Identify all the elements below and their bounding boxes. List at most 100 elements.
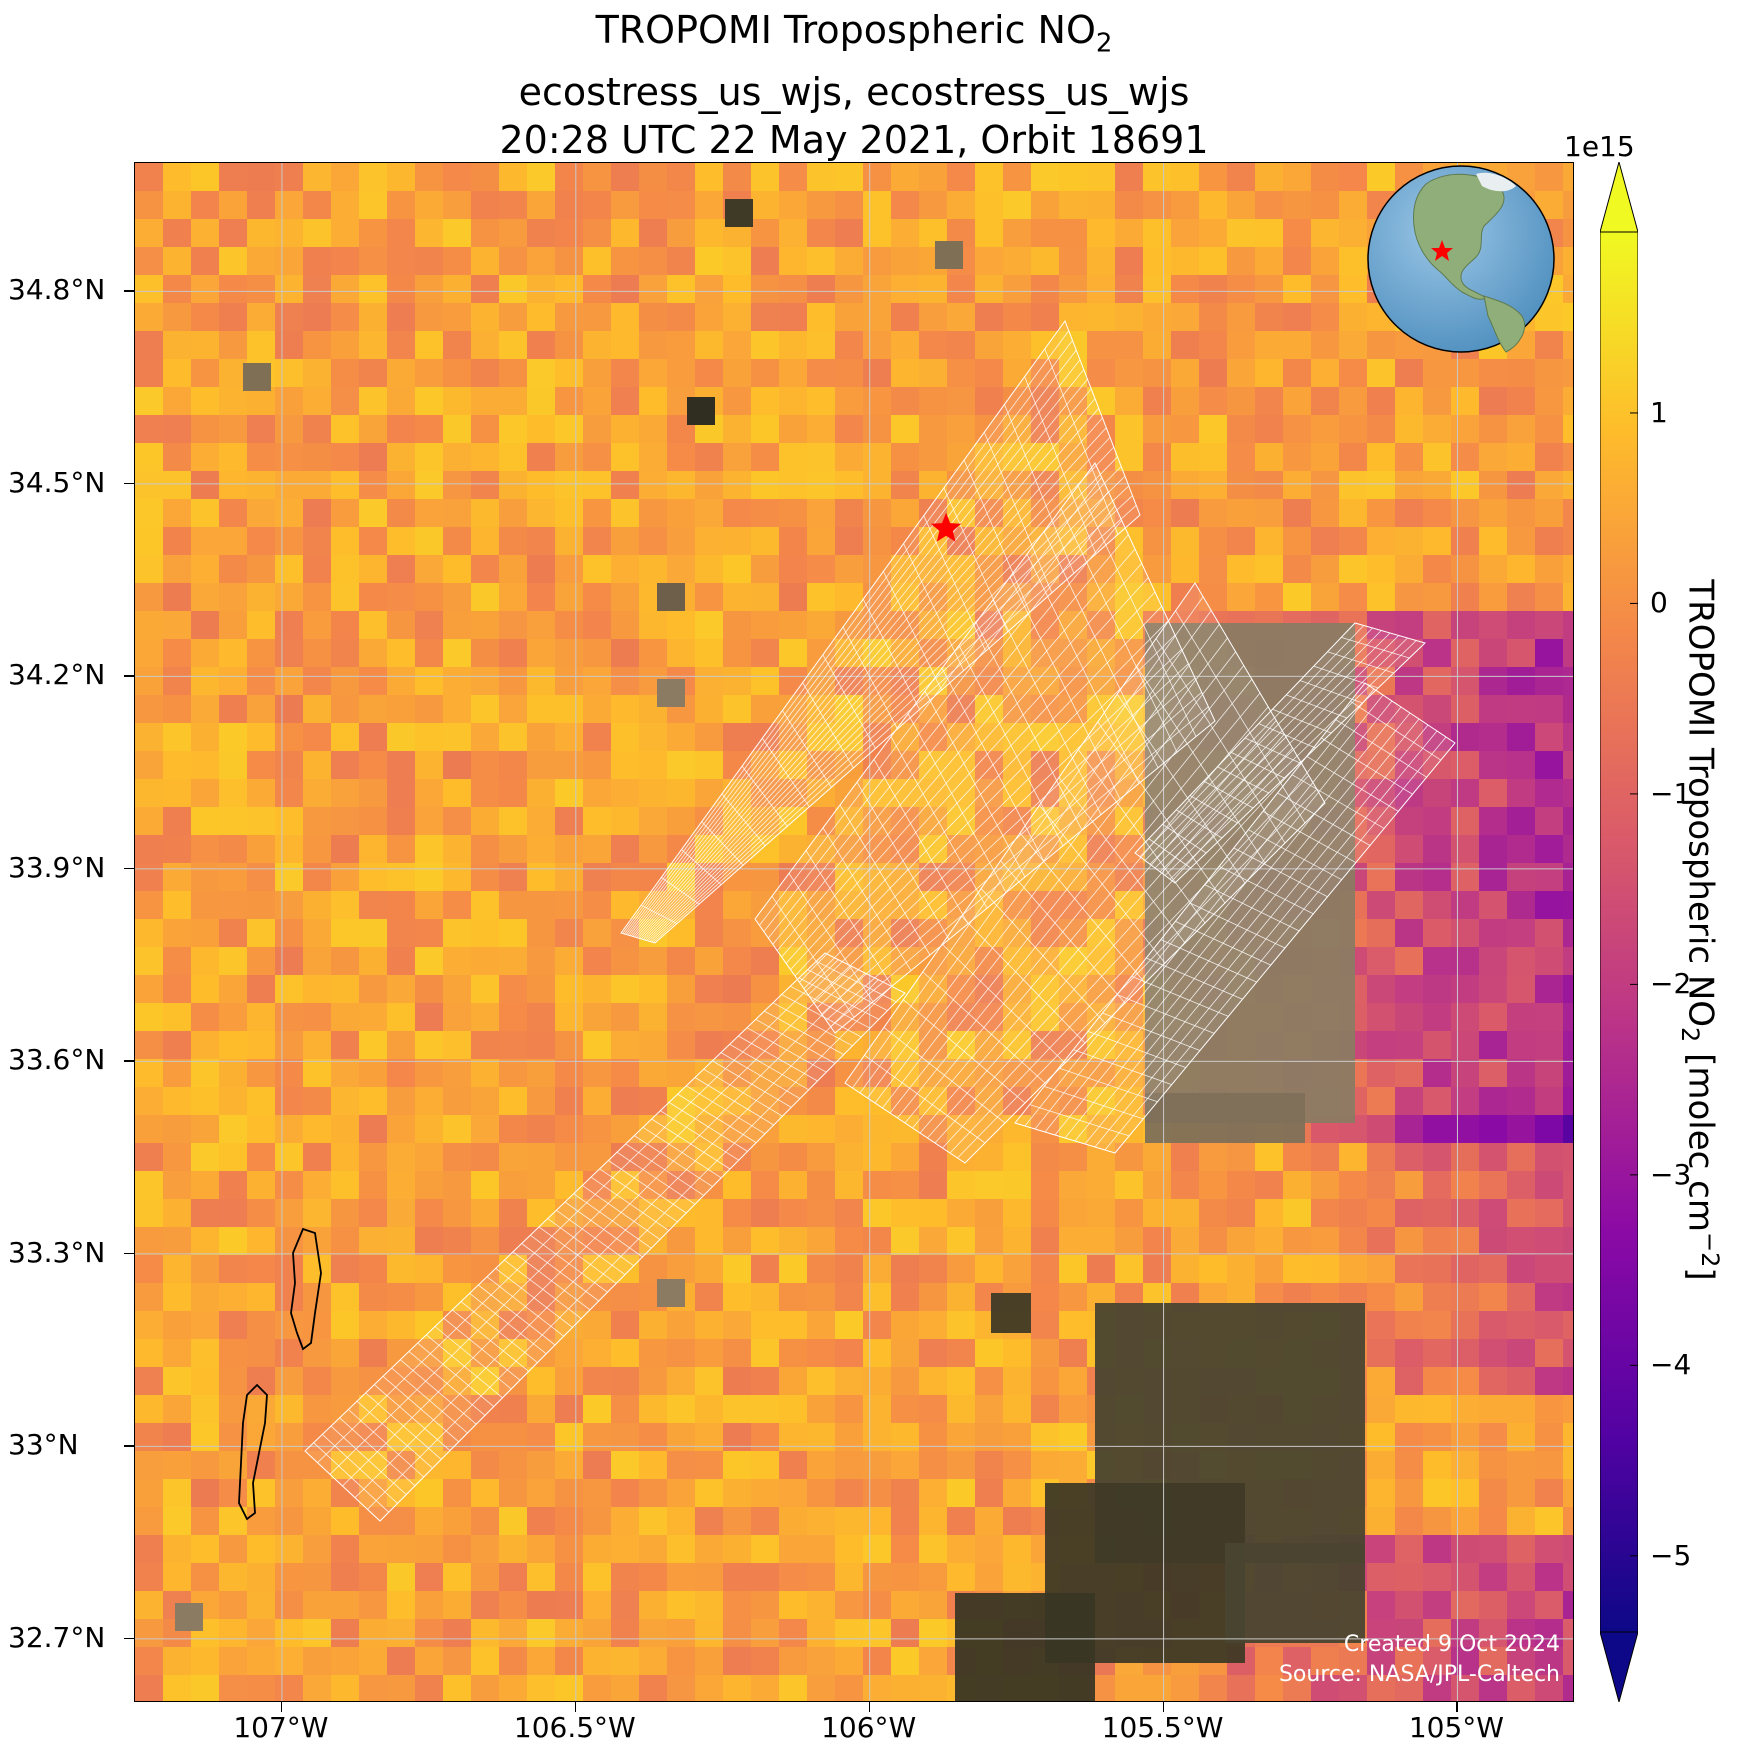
- no2-pixel: [1031, 247, 1059, 275]
- no2-pixel: [163, 779, 191, 807]
- no2-pixel: [1367, 1087, 1395, 1115]
- no2-pixel: [331, 1675, 359, 1701]
- no2-pixel: [191, 1311, 219, 1339]
- no2-pixel: [555, 891, 583, 919]
- no2-pixel: [555, 359, 583, 387]
- no2-pixel: [639, 1535, 667, 1563]
- no2-pixel: [247, 499, 275, 527]
- no2-pixel: [331, 387, 359, 415]
- no2-pixel: [1003, 191, 1031, 219]
- no2-pixel: [275, 219, 303, 247]
- no2-pixel: [443, 1087, 471, 1115]
- no2-pixel: [583, 1003, 611, 1031]
- no2-pixel: [471, 331, 499, 359]
- no2-pixel: [975, 387, 1003, 415]
- no2-pixel: [667, 1199, 695, 1227]
- no2-pixel: [779, 1507, 807, 1535]
- no2-pixel: [1171, 527, 1199, 555]
- no2-pixel: [639, 975, 667, 1003]
- no2-pixel: [1563, 1171, 1573, 1199]
- no2-pixel: [751, 555, 779, 583]
- no2-pixel: [1423, 1255, 1451, 1283]
- no2-pixel: [1451, 415, 1479, 443]
- no2-pixel: [723, 1367, 751, 1395]
- no2-pixel: [415, 1087, 443, 1115]
- no2-pixel: [555, 1647, 583, 1675]
- no2-pixel: [695, 443, 723, 471]
- no2-pixel: [1395, 807, 1423, 835]
- no2-pixel: [751, 443, 779, 471]
- no2-pixel: [1283, 1255, 1311, 1283]
- no2-pixel: [1283, 499, 1311, 527]
- no2-pixel: [191, 1647, 219, 1675]
- no2-pixel: [219, 219, 247, 247]
- no2-pixel: [583, 359, 611, 387]
- no2-pixel: [947, 1507, 975, 1535]
- no2-pixel: [471, 191, 499, 219]
- no2-pixel: [807, 1087, 835, 1115]
- no2-map[interactable]: [135, 163, 1574, 1702]
- no2-pixel: [331, 1143, 359, 1171]
- no2-pixel: [723, 639, 751, 667]
- no2-pixel: [695, 1591, 723, 1619]
- no2-pixel: [219, 1087, 247, 1115]
- no2-pixel: [1003, 1171, 1031, 1199]
- no2-pixel: [499, 807, 527, 835]
- no2-pixel: [611, 219, 639, 247]
- no2-pixel: [1423, 1059, 1451, 1087]
- no2-pixel: [247, 275, 275, 303]
- no2-pixel: [751, 191, 779, 219]
- no2-pixel: [723, 1283, 751, 1311]
- no2-pixel: [695, 471, 723, 499]
- no2-pixel: [1031, 1255, 1059, 1283]
- no2-pixel: [1367, 835, 1395, 863]
- no2-pixel: [947, 191, 975, 219]
- no2-pixel: [331, 779, 359, 807]
- no2-pixel: [555, 667, 583, 695]
- no2-pixel: [751, 1199, 779, 1227]
- no2-pixel: [303, 1367, 331, 1395]
- no2-pixel: [555, 1143, 583, 1171]
- no2-pixel: [583, 1563, 611, 1591]
- no2-pixel: [275, 1395, 303, 1423]
- no2-pixel: [527, 863, 555, 891]
- no2-pixel: [415, 387, 443, 415]
- no2-pixel: [303, 1199, 331, 1227]
- no2-pixel: [751, 303, 779, 331]
- credit-source: Source: NASA/JPL-Caltech: [1278, 1662, 1560, 1687]
- no2-pixel: [947, 1283, 975, 1311]
- no2-pixel: [583, 1451, 611, 1479]
- no2-pixel: [135, 1115, 163, 1143]
- no2-pixel: [443, 1311, 471, 1339]
- no2-pixel: [191, 1367, 219, 1395]
- no2-pixel: [695, 1003, 723, 1031]
- no2-pixel: [1507, 443, 1535, 471]
- no2-pixel: [387, 555, 415, 583]
- no2-pixel: [191, 1255, 219, 1283]
- no2-pixel: [863, 1619, 891, 1647]
- no2-pixel: [667, 1479, 695, 1507]
- map-panel[interactable]: [134, 162, 1574, 1702]
- no2-pixel: [499, 1143, 527, 1171]
- no2-pixel: [695, 303, 723, 331]
- no2-pixel: [275, 415, 303, 443]
- no2-pixel: [415, 191, 443, 219]
- no2-pixel: [191, 1199, 219, 1227]
- no2-pixel: [779, 527, 807, 555]
- no2-pixel: [219, 527, 247, 555]
- no2-pixel: [1143, 1199, 1171, 1227]
- no2-pixel: [1563, 975, 1573, 1003]
- no2-pixel: [1311, 303, 1339, 331]
- no2-pixel: [1115, 1675, 1143, 1701]
- no2-pixel: [191, 275, 219, 303]
- no2-pixel: [1395, 527, 1423, 555]
- no2-pixel: [443, 387, 471, 415]
- no2-pixel: [387, 667, 415, 695]
- no2-pixel: [611, 1003, 639, 1031]
- no2-pixel: [163, 219, 191, 247]
- no2-pixel: [163, 667, 191, 695]
- no2-pixel: [331, 415, 359, 443]
- no2-pixel: [1059, 303, 1087, 331]
- no2-pixel: [667, 163, 695, 191]
- no2-pixel: [1171, 555, 1199, 583]
